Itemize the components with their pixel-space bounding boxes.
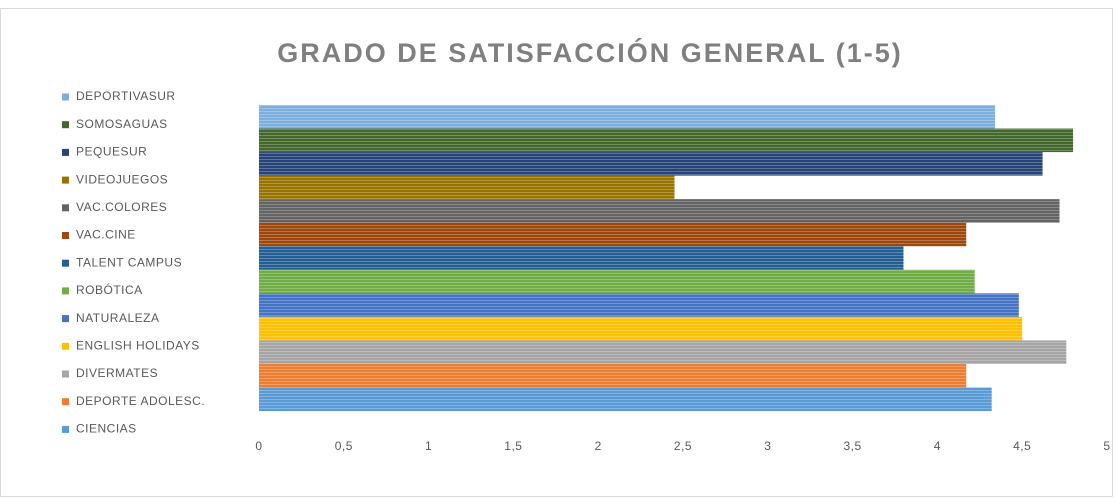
bar-texture	[259, 105, 996, 129]
x-tick-label: 4	[934, 439, 941, 453]
legend-swatch	[62, 398, 69, 406]
x-tick-label: 0,5	[335, 439, 353, 453]
legend-label: VIDEOJUEGOS	[76, 172, 168, 186]
legend-swatch	[62, 425, 69, 433]
legend-label: ROBÓTICA	[76, 282, 143, 297]
legend-label: VAC.CINE	[76, 228, 136, 242]
bar-texture	[259, 316, 1023, 341]
legend-label: DEPORTIVASUR	[76, 89, 176, 103]
bar-texture	[259, 222, 967, 247]
x-tick-label: 0	[255, 439, 262, 453]
chart-title: GRADO DE SATISFACCIÓN GENERAL (1-5)	[277, 37, 903, 68]
legend-label: DIVERMATES	[76, 366, 158, 380]
legend-swatch	[62, 204, 69, 212]
legend-label: DEPORTE ADOLESC.	[76, 394, 205, 408]
x-tick-label: 3,5	[844, 439, 862, 453]
legend-swatch	[62, 342, 69, 350]
legend-label: NATURALEZA	[76, 311, 159, 325]
bar-texture	[259, 152, 1043, 176]
legend-label: PEQUESUR	[76, 145, 147, 159]
legend-swatch	[62, 259, 69, 267]
bar-texture	[259, 293, 1019, 317]
x-tick-label: 1	[425, 439, 432, 453]
bar-texture	[259, 175, 675, 200]
bar-texture	[259, 363, 967, 388]
legend-swatch	[62, 93, 69, 101]
legend-swatch	[62, 148, 69, 156]
x-tick-label: 3	[764, 439, 771, 453]
x-tick-label: 2	[595, 439, 602, 453]
legend-swatch	[62, 370, 69, 378]
x-tick-label: 2,5	[674, 439, 692, 453]
bar-texture	[259, 387, 992, 411]
x-tick-label: 1,5	[504, 439, 522, 453]
legend-swatch	[62, 176, 69, 184]
legend-label: TALENT CAMPUS	[76, 255, 182, 269]
x-tick-label: 5	[1103, 439, 1110, 453]
legend-label: CIENCIAS	[76, 422, 137, 436]
legend-label: SOMOSAGUAS	[76, 117, 168, 131]
bar-texture	[259, 128, 1074, 153]
legend-swatch	[62, 232, 69, 239]
legend-swatch	[62, 287, 69, 295]
bar-texture	[259, 269, 975, 294]
x-tick-label: 4,5	[1013, 439, 1031, 453]
bar-texture	[259, 199, 1060, 223]
legend-label: VAC.COLORES	[76, 200, 167, 214]
legend-swatch	[62, 121, 69, 129]
bar-texture	[259, 340, 1067, 364]
bar-texture	[259, 246, 904, 270]
legend-label: ENGLISH HOLIDAYS	[76, 338, 200, 352]
legend-swatch	[62, 315, 69, 323]
